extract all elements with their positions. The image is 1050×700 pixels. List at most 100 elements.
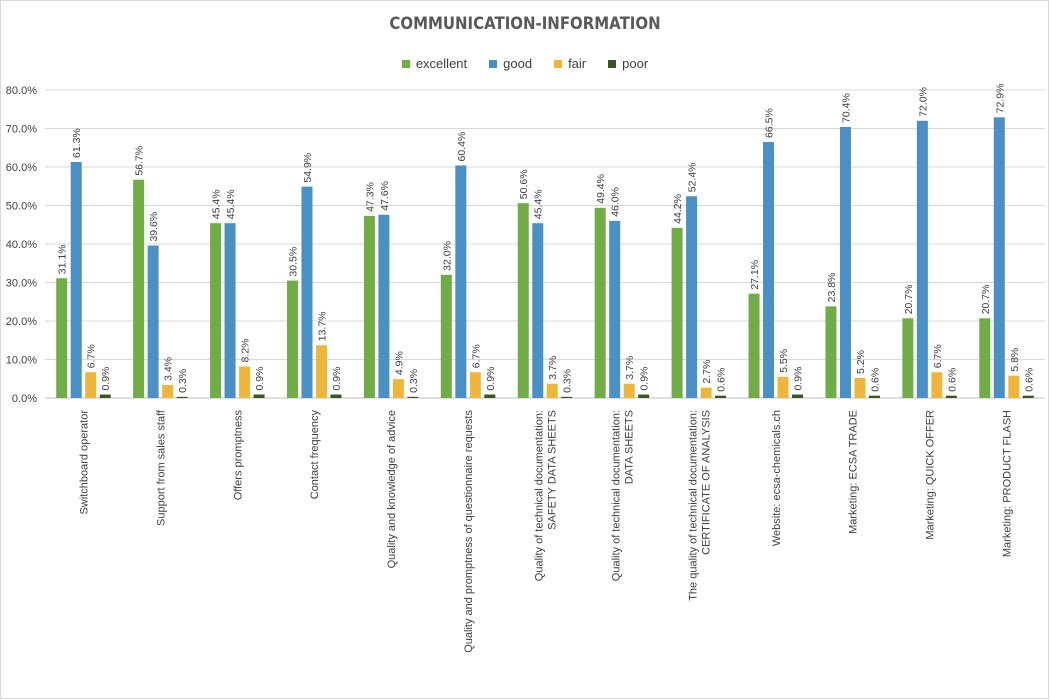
data-label: 3.7% <box>624 356 636 380</box>
legend-swatch-good <box>489 59 498 68</box>
category-label: Contact frequency <box>309 410 321 500</box>
data-label: 70.4% <box>840 93 852 123</box>
y-tick-label: 0.0% <box>12 393 37 405</box>
category-label: CERTIFICATE OF ANALYSIS <box>700 410 712 555</box>
data-label: 49.4% <box>595 174 607 204</box>
bar-excellent <box>363 215 375 398</box>
data-label: 56.7% <box>134 146 146 176</box>
bar-good <box>455 165 467 398</box>
bar-fair <box>700 387 712 398</box>
data-label: 52.4% <box>687 162 699 192</box>
bar-excellent <box>748 293 760 398</box>
data-label: 47.6% <box>379 181 391 211</box>
bar-good <box>70 161 82 398</box>
data-label: 72.9% <box>994 84 1006 114</box>
data-label: 39.6% <box>148 212 160 242</box>
data-label: 6.7% <box>470 344 482 368</box>
bar-poor <box>715 395 727 398</box>
data-label: 44.2% <box>672 194 684 224</box>
bar-fair <box>854 377 866 398</box>
data-label: 45.4% <box>211 189 223 219</box>
bar-poor <box>176 396 188 398</box>
bar-poor <box>561 396 573 398</box>
y-tick-label: 10.0% <box>6 355 37 367</box>
bar-good <box>609 220 621 398</box>
category-label: DATA SHEETS <box>623 410 635 484</box>
bar-poor <box>253 394 265 398</box>
bar-excellent <box>825 306 837 398</box>
data-label: 0.6% <box>1023 368 1035 392</box>
data-label: 13.7% <box>316 311 328 341</box>
y-tick-label: 60.0% <box>6 162 37 174</box>
bar-fair <box>1008 375 1020 398</box>
data-label: 0.6% <box>946 368 958 392</box>
data-label: 72.0% <box>917 87 929 117</box>
data-label: 20.7% <box>980 285 992 315</box>
bar-excellent <box>133 179 145 398</box>
data-label: 5.5% <box>778 349 790 373</box>
category-label: Marketing: QUICK OFFER <box>925 410 937 540</box>
data-label: 32.0% <box>441 241 453 271</box>
data-label: 60.4% <box>456 132 468 162</box>
bar-excellent <box>440 274 452 398</box>
y-tick-label: 50.0% <box>6 201 37 213</box>
legend-swatch-poor <box>608 59 617 68</box>
data-label: 0.9% <box>485 367 497 391</box>
data-label: 27.1% <box>749 260 761 290</box>
bar-poor <box>1022 395 1034 398</box>
data-label: 0.6% <box>716 368 728 392</box>
data-label: 3.4% <box>163 357 175 381</box>
bar-poor <box>407 396 419 398</box>
data-label: 31.1% <box>57 244 69 274</box>
bar-fair <box>85 372 97 398</box>
legend-swatch-fair <box>554 59 563 68</box>
category-label: Support from sales staff <box>155 409 167 526</box>
category-label: Quality of technical documentation: <box>610 410 622 581</box>
bar-good <box>839 126 851 399</box>
data-label: 6.7% <box>86 344 98 368</box>
legend-item-poor: poor <box>608 56 648 71</box>
category-label: Marketing: PRODUCT FLASH <box>1002 410 1014 557</box>
y-tick-label: 30.0% <box>6 278 37 290</box>
data-label: 0.3% <box>562 369 574 393</box>
bar-good <box>686 196 698 398</box>
category-label: Switchboard operator <box>78 410 90 515</box>
legend-swatch-excellent <box>401 59 410 68</box>
data-label: 54.9% <box>302 153 314 183</box>
data-label: 66.5% <box>764 108 776 138</box>
bar-poor <box>330 394 342 398</box>
bar-good <box>224 223 236 398</box>
bar-fair <box>623 383 635 398</box>
bar-excellent <box>286 280 298 398</box>
bar-excellent <box>979 318 991 398</box>
legend-label-fair: fair <box>568 56 587 71</box>
data-label: 30.5% <box>287 247 299 277</box>
legend-label-excellent: excellent <box>415 56 468 71</box>
bar-good <box>378 214 390 398</box>
bar-poor <box>868 395 880 398</box>
bar-fair <box>546 383 558 398</box>
bar-good <box>916 120 928 399</box>
data-label: 0.9% <box>331 367 343 391</box>
data-label: 0.9% <box>793 367 805 391</box>
bar-poor <box>99 394 111 398</box>
legend-item-fair: fair <box>554 56 586 71</box>
category-label: Quality and promptness of questionnaire … <box>463 410 475 653</box>
data-label: 4.9% <box>393 351 405 375</box>
bar-fair <box>315 345 327 398</box>
category-label: Quality of technical documentation: <box>534 410 546 581</box>
data-label: 61.3% <box>71 128 83 158</box>
bar-excellent <box>671 227 683 398</box>
data-label: 2.7% <box>701 360 713 384</box>
bar-good <box>301 186 313 398</box>
bar-fair <box>931 372 943 398</box>
bar-poor <box>638 394 650 398</box>
bar-fair <box>469 372 481 398</box>
y-tick-label: 80.0% <box>6 85 37 97</box>
category-label: The quality of technical documentation: <box>687 410 699 601</box>
bar-good <box>993 117 1005 399</box>
bar-fair <box>392 379 404 398</box>
bar-good <box>532 223 544 398</box>
bar-fair <box>777 376 789 398</box>
